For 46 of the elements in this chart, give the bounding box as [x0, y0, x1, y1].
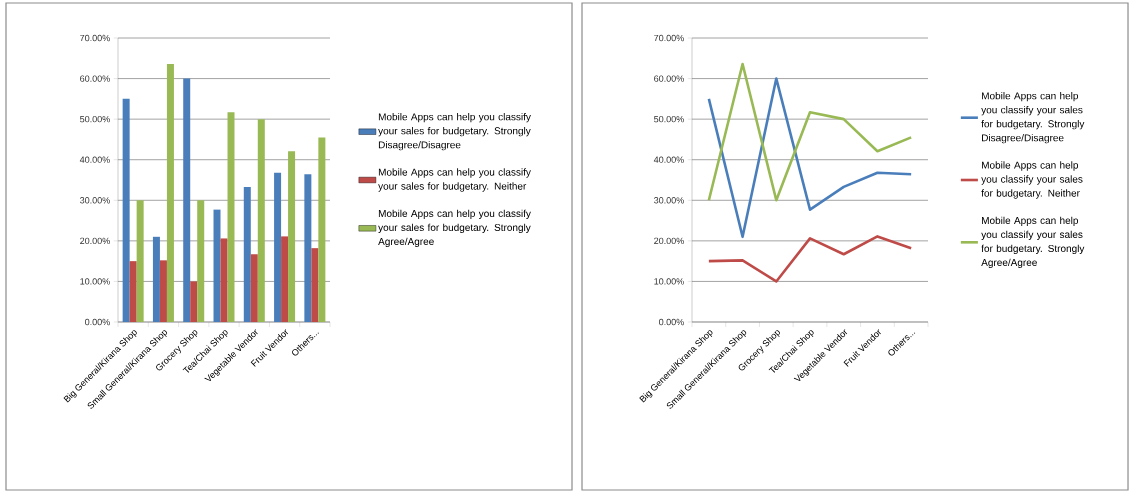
- y-tick-label: 60.00%: [80, 75, 110, 82]
- bar: [159, 260, 167, 322]
- bar: [213, 209, 221, 322]
- line-series: [707, 62, 913, 202]
- bar: [220, 238, 228, 322]
- line-series: [707, 77, 913, 239]
- bar: [227, 112, 235, 322]
- bar: [274, 172, 282, 322]
- y-tick-label: 30.00%: [80, 197, 110, 204]
- bar: [304, 174, 312, 322]
- legend-label: Mobile Apps can help you classify your sales for budgetary. Strongly Disagree/Disagree: [378, 113, 531, 151]
- bar: [190, 281, 198, 322]
- legend-label: Mobile Apps can help you classify your sales for budgetary. Strongly Disagree/Disagree: [981, 92, 1085, 144]
- bar: [136, 200, 144, 322]
- y-tick-label: 20.00%: [80, 237, 110, 245]
- bar: [166, 63, 174, 322]
- legend-label: Mobile Apps can help you classify your sales for budgetary. Neither: [981, 161, 1083, 199]
- y-tick-label: 40.00%: [79, 156, 110, 163]
- bar: [281, 236, 289, 322]
- y-tick-label: 10.00%: [80, 278, 110, 285]
- bar: [129, 261, 137, 322]
- y-tick-label: 10.00%: [654, 278, 684, 285]
- y-tick-label: 30.00%: [654, 197, 684, 204]
- bar: [152, 236, 160, 322]
- y-tick-label: 20.00%: [654, 237, 684, 245]
- legend-label: Mobile Apps can help you classify your sales for budgetary. Strongly Agree/Agree: [981, 216, 1085, 268]
- y-tick-label: 0.00%: [85, 318, 110, 326]
- bar: [122, 98, 130, 322]
- y-tick-label: 0.00%: [659, 318, 684, 326]
- y-tick-label: 60.00%: [654, 75, 684, 82]
- bar: [318, 137, 326, 322]
- legend-label: Mobile Apps can help you classify your sales for budgetary. Strongly Agree/Agree: [378, 209, 531, 247]
- y-tick-label: 70.00%: [80, 34, 110, 42]
- bar: [183, 78, 191, 322]
- y-tick-label: 70.00%: [654, 34, 684, 42]
- y-tick-label: 50.00%: [654, 115, 684, 123]
- bar: [197, 200, 205, 322]
- y-tick-label: 50.00%: [80, 115, 110, 123]
- bar: [311, 248, 319, 322]
- legend-label: Mobile Apps can help you classify your sales for budgetary. Neither: [378, 168, 531, 192]
- bar: [257, 119, 265, 322]
- y-tick-label: 40.00%: [653, 156, 684, 163]
- bar: [243, 186, 251, 322]
- bar: [288, 151, 296, 322]
- line-series: [707, 235, 913, 283]
- bar: [250, 254, 258, 322]
